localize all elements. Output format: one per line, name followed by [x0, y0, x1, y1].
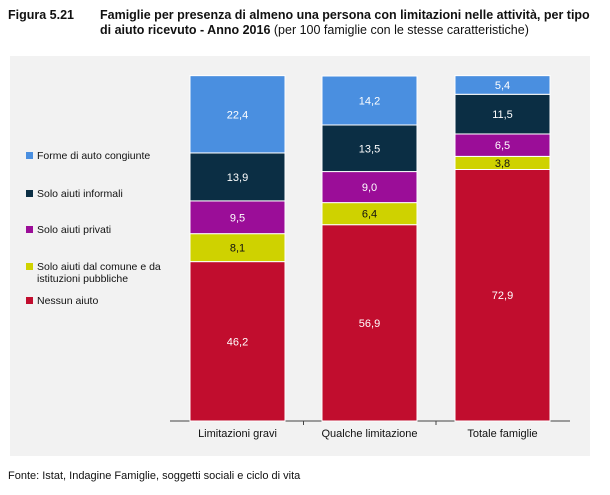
figure-header: Figura 5.21 Famiglie per presenza di alm… [8, 6, 604, 50]
data-label: 22,4 [227, 109, 248, 121]
bar-segment [321, 124, 418, 173]
legend-label: Forme di auto congiunte [37, 150, 151, 162]
bar-segment [189, 152, 286, 202]
source-note: Fonte: Istat, Indagine Famiglie, soggett… [8, 470, 301, 482]
data-label: 11,5 [492, 109, 513, 121]
figure-number: Figura 5.21 [8, 8, 74, 22]
figure-title-subtitle: (per 100 famiglie con le stesse caratter… [270, 23, 529, 37]
bar-segment [454, 93, 551, 135]
data-label: 9,5 [230, 212, 245, 224]
data-label: 46,2 [227, 336, 248, 348]
legend-swatch [26, 297, 33, 304]
legend-label: Nessun aiuto [37, 295, 99, 307]
data-label: 56,9 [359, 318, 380, 330]
data-label: 3,8 [495, 158, 510, 170]
data-label: 72,9 [492, 290, 513, 302]
bar-segment [189, 75, 286, 154]
bar-segment [321, 224, 418, 422]
legend-swatch [26, 226, 33, 233]
bar-segment [321, 75, 418, 126]
data-label: 8,1 [230, 243, 245, 255]
data-label: 5,4 [495, 80, 510, 92]
data-label: 14,2 [359, 95, 380, 107]
figure-title: Famiglie per presenza di almeno una pers… [100, 8, 600, 38]
legend-label: Solo aiuti dal comune e da istituzioni p… [37, 261, 161, 285]
legend-swatch [26, 152, 33, 159]
data-label: 9,0 [362, 182, 377, 194]
legend-swatch [26, 263, 33, 270]
data-label: 13,9 [227, 172, 248, 184]
x-axis-tick-label: Limitazioni gravi [198, 428, 277, 440]
bar-segment [189, 200, 286, 235]
legend-label: Solo aiuti informali [37, 188, 123, 200]
x-axis-tick-label: Totale famiglie [467, 428, 537, 440]
legend-swatch [26, 190, 33, 197]
data-label: 6,4 [362, 209, 377, 221]
data-label: 6,5 [495, 140, 510, 152]
bar-segment [454, 75, 551, 95]
data-label: 13,5 [359, 143, 380, 155]
legend-label: Solo aiuti privati [37, 224, 112, 236]
x-axis-tick-label: Qualche limitazione [322, 428, 418, 440]
figure-title-bold: Famiglie per presenza di almeno una pers… [100, 8, 590, 37]
